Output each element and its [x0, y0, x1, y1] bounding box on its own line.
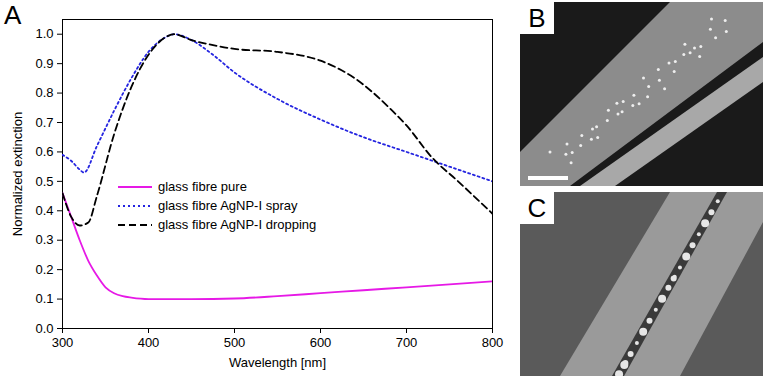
svg-text:0.1: 0.1: [35, 291, 53, 306]
svg-text:400: 400: [138, 335, 160, 350]
svg-text:0.3: 0.3: [35, 232, 53, 247]
html-text:glass fibre AgNP-I spray: glass fibre AgNP-I spray: [158, 198, 298, 213]
svg-text:0.7: 0.7: [35, 115, 53, 130]
svg-text:Normalized extinction: Normalized extinction: [10, 112, 25, 236]
svg-text:600: 600: [310, 335, 332, 350]
svg-text:300: 300: [52, 335, 74, 350]
svg-text:Wavelength [nm]: Wavelength [nm]: [229, 355, 326, 370]
svg-text:0.2: 0.2: [35, 262, 53, 277]
svg-text:0.6: 0.6: [35, 144, 53, 159]
svg-text:500: 500: [224, 335, 246, 350]
svg-text:B: B: [528, 3, 545, 33]
svg-text:0.0: 0.0: [35, 321, 53, 336]
svg-text:0.8: 0.8: [35, 85, 53, 100]
html-text:glass fibre pure: glass fibre pure: [158, 179, 247, 194]
svg-text:700: 700: [396, 335, 418, 350]
svg-text:1.0: 1.0: [35, 26, 53, 41]
html-text:A: A: [4, 0, 22, 30]
svg-text:800: 800: [482, 335, 504, 350]
svg-text:0.5: 0.5: [35, 174, 53, 189]
html-text:glass fibre AgNP-I dropping: glass fibre AgNP-I dropping: [158, 217, 317, 232]
svg-text:0.9: 0.9: [35, 56, 53, 71]
svg-text:0.4: 0.4: [35, 203, 53, 218]
svg-text:C: C: [528, 193, 547, 223]
